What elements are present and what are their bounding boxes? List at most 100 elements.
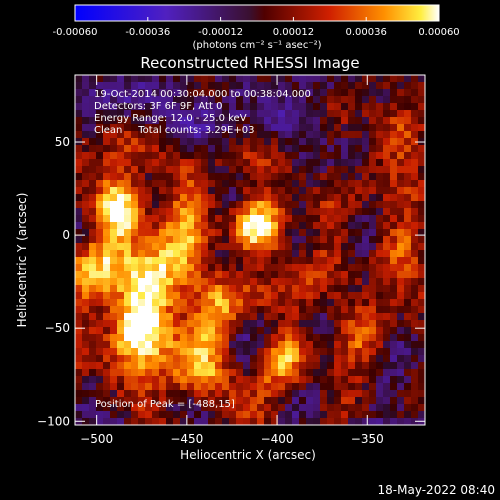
- image-pixel: [348, 369, 356, 377]
- image-pixel: [376, 194, 384, 202]
- image-pixel: [166, 201, 174, 209]
- image-pixel: [404, 411, 412, 419]
- image-pixel: [215, 271, 223, 279]
- image-pixel: [299, 222, 307, 230]
- image-pixel: [82, 411, 90, 419]
- image-pixel: [355, 194, 363, 202]
- image-pixel: [124, 75, 132, 83]
- image-pixel: [362, 110, 370, 118]
- image-pixel: [257, 292, 265, 300]
- image-pixel: [82, 159, 90, 167]
- image-pixel: [82, 306, 90, 314]
- image-pixel: [103, 201, 111, 209]
- image-pixel: [341, 96, 349, 104]
- image-pixel: [390, 89, 398, 97]
- image-pixel: [348, 159, 356, 167]
- image-pixel: [299, 236, 307, 244]
- image-pixel: [257, 215, 265, 223]
- image-pixel: [194, 278, 202, 286]
- image-pixel: [376, 348, 384, 356]
- image-pixel: [299, 285, 307, 293]
- image-pixel: [103, 194, 111, 202]
- image-pixel: [173, 341, 181, 349]
- image-pixel: [215, 180, 223, 188]
- image-pixel: [362, 313, 370, 321]
- image-pixel: [124, 152, 132, 160]
- image-pixel: [271, 376, 279, 384]
- image-pixel: [362, 145, 370, 153]
- image-pixel: [166, 124, 174, 132]
- image-pixel: [215, 418, 223, 425]
- image-pixel: [103, 180, 111, 188]
- image-pixel: [159, 264, 167, 272]
- image-pixel: [257, 306, 265, 314]
- image-pixel: [271, 201, 279, 209]
- image-pixel: [96, 173, 104, 181]
- image-pixel: [348, 208, 356, 216]
- image-pixel: [208, 299, 216, 307]
- image-pixel: [201, 292, 209, 300]
- image-pixel: [418, 334, 425, 342]
- image-pixel: [215, 397, 223, 405]
- image-pixel: [208, 138, 216, 146]
- image-pixel: [271, 250, 279, 258]
- image-pixel: [334, 96, 342, 104]
- image-pixel: [418, 152, 425, 160]
- image-pixel: [75, 236, 83, 244]
- image-pixel: [348, 411, 356, 419]
- image-pixel: [285, 194, 293, 202]
- image-pixel: [110, 250, 118, 258]
- image-pixel: [334, 250, 342, 258]
- image-pixel: [341, 145, 349, 153]
- image-pixel: [89, 418, 97, 425]
- image-pixel: [138, 320, 146, 328]
- image-pixel: [215, 341, 223, 349]
- image-pixel: [110, 327, 118, 335]
- image-pixel: [187, 215, 195, 223]
- image-pixel: [229, 138, 237, 146]
- image-pixel: [180, 131, 188, 139]
- image-pixel: [411, 138, 419, 146]
- image-pixel: [271, 96, 279, 104]
- image-pixel: [152, 355, 160, 363]
- image-pixel: [327, 138, 335, 146]
- image-pixel: [278, 117, 286, 125]
- image-pixel: [117, 355, 125, 363]
- image-pixel: [117, 369, 125, 377]
- image-pixel: [397, 404, 405, 412]
- image-pixel: [201, 82, 209, 90]
- image-pixel: [208, 96, 216, 104]
- image-pixel: [152, 264, 160, 272]
- image-pixel: [124, 376, 132, 384]
- image-pixel: [292, 299, 300, 307]
- image-pixel: [117, 131, 125, 139]
- image-pixel: [159, 208, 167, 216]
- image-pixel: [278, 411, 286, 419]
- image-pixel: [334, 194, 342, 202]
- image-pixel: [320, 82, 328, 90]
- image-pixel: [159, 369, 167, 377]
- image-pixel: [117, 75, 125, 83]
- image-pixel: [299, 159, 307, 167]
- image-pixel: [82, 278, 90, 286]
- image-pixel: [229, 271, 237, 279]
- image-pixel: [418, 411, 425, 419]
- image-pixel: [110, 292, 118, 300]
- image-pixel: [257, 320, 265, 328]
- image-pixel: [348, 341, 356, 349]
- annotation-clean: Clean Total counts: 3.29E+03: [94, 125, 254, 136]
- image-pixel: [222, 306, 230, 314]
- image-pixel: [327, 348, 335, 356]
- image-pixel: [334, 103, 342, 111]
- image-pixel: [89, 166, 97, 174]
- image-pixel: [75, 103, 83, 111]
- image-pixel: [229, 166, 237, 174]
- image-pixel: [166, 313, 174, 321]
- image-pixel: [278, 383, 286, 391]
- image-pixel: [369, 236, 377, 244]
- image-pixel: [82, 292, 90, 300]
- image-pixel: [292, 180, 300, 188]
- image-pixel: [243, 271, 251, 279]
- image-pixel: [110, 82, 118, 90]
- image-pixel: [348, 306, 356, 314]
